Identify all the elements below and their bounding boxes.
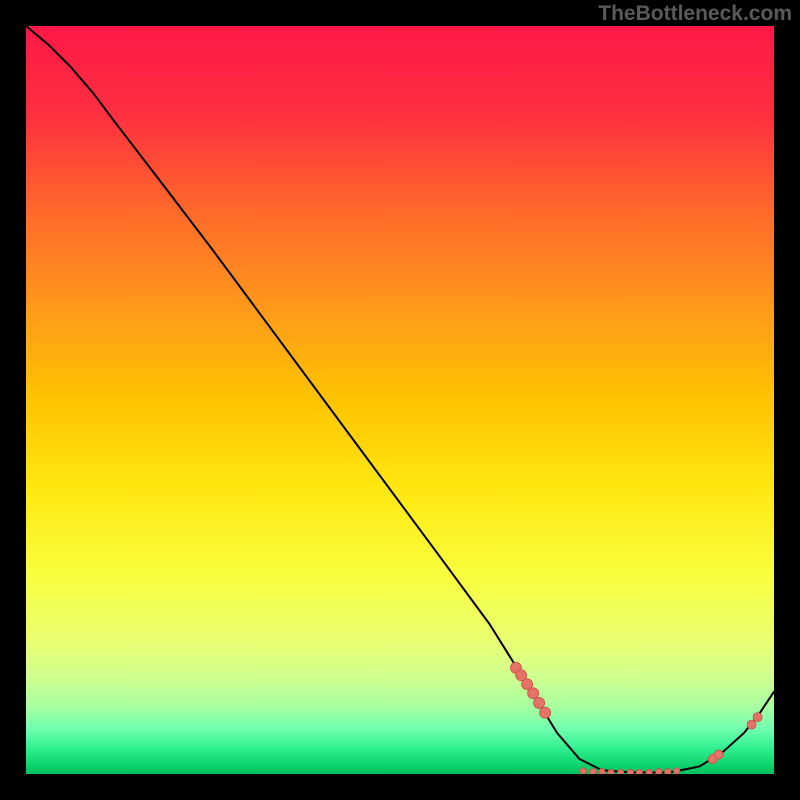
curve-marker <box>528 688 539 699</box>
curve-marker <box>753 713 762 722</box>
chart-curve-layer <box>26 26 774 774</box>
curve-marker <box>534 697 545 708</box>
curve-marker <box>540 707 551 718</box>
curve-marker <box>665 769 671 774</box>
curve-marker <box>599 769 605 774</box>
watermark-text: TheBottleneck.com <box>598 2 792 26</box>
curve-marker <box>674 768 680 774</box>
curve-marker <box>636 769 642 774</box>
curve-marker <box>617 769 623 774</box>
curve-marker <box>608 769 614 774</box>
chart-plot-area <box>26 26 774 774</box>
curve-marker <box>580 768 586 774</box>
curve-marker <box>747 720 756 729</box>
curve-marker <box>646 769 652 774</box>
bottleneck-curve <box>26 26 774 773</box>
curve-marker <box>656 769 662 774</box>
curve-marker <box>590 769 596 774</box>
curve-marker <box>627 769 633 774</box>
curve-marker <box>714 750 723 759</box>
